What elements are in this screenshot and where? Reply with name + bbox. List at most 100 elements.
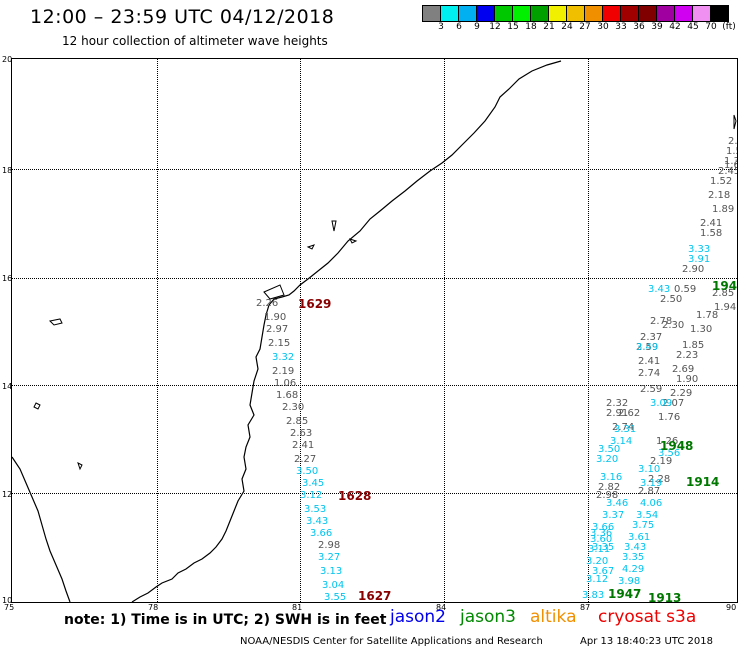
swh-value: 1.90 — [676, 374, 699, 385]
color-scale-label: 42 — [669, 22, 681, 32]
swh-value: 2.74 — [638, 368, 661, 379]
swh-value: 1.78 — [696, 310, 719, 321]
swh-value: 1.58 — [700, 228, 723, 239]
swh-value: 2.32 — [606, 398, 629, 409]
swh-value: 3.67 — [592, 566, 615, 577]
swh-value: 2.82 — [598, 482, 621, 493]
swh-value: 2.85 — [286, 416, 309, 427]
lon-label: 81 — [292, 603, 303, 612]
swh-value: 2.85 — [712, 288, 735, 299]
swh-value: 0.59 — [674, 284, 697, 295]
lat-label: 12 — [2, 490, 13, 499]
swh-value: 2.91 — [606, 408, 629, 419]
page-title: 12:00 – 23:59 UTC 04/12/2018 — [30, 6, 335, 28]
color-scale-label: (ft) — [722, 22, 736, 32]
swh-value: 2.27 — [294, 454, 317, 465]
swh-value: 3.43 — [306, 516, 329, 527]
swh-value: 3.12 — [586, 574, 609, 585]
swh-value: 3.49 — [636, 342, 659, 353]
color-swatch — [620, 5, 639, 22]
lat-label: 20 — [2, 55, 13, 64]
legend-altika: altika — [530, 607, 577, 627]
pass-time-label: 1629 — [298, 297, 332, 311]
swh-value: 1.89 — [712, 204, 735, 215]
color-swatch — [710, 5, 729, 22]
color-scale-label: 33 — [615, 22, 627, 32]
swh-value: 3.13 — [320, 566, 343, 577]
swh-value: 2.98 — [318, 540, 341, 551]
color-swatch — [656, 5, 675, 22]
coastline — [12, 60, 737, 602]
swh-value: 3.10 — [638, 464, 661, 475]
swh-value: 2.19 — [650, 456, 673, 467]
swh-value: 4.06 — [640, 498, 663, 509]
pass-time-label: 1948 — [660, 439, 694, 453]
swh-value: 3.20 — [596, 454, 619, 465]
color-scale-label: 70 — [705, 22, 717, 32]
swh-value: 1.06 — [274, 378, 297, 389]
swh-value: 1.85 — [682, 340, 705, 351]
swh-value: 3.91 — [688, 254, 711, 265]
gridline-lat-12 — [12, 493, 737, 494]
color-swatch — [440, 5, 459, 22]
swh-value: 3.66 — [592, 522, 615, 533]
swh-value: 1.35 — [724, 156, 737, 167]
color-swatch — [638, 5, 657, 22]
color-scale-labels: 3 6 9 12 15 18 21 24 27 30 33 36 39 42 45 70 (ft) — [422, 22, 740, 34]
color-scale-label: 3 — [438, 22, 444, 32]
pass-time-label: 1914 — [686, 475, 720, 489]
swh-value: 2.97 — [266, 324, 289, 335]
swh-value: 3.12 — [300, 490, 323, 501]
swh-value: 3.04 — [322, 580, 345, 591]
legend-jason2: jason2 — [390, 607, 446, 627]
wave-height-map[interactable]: 2.26 1.90 2.97 2.15 2.19 1.06 1.68 2.30 2.85 2.63… — [11, 58, 738, 603]
swh-value: 2.07 — [662, 398, 685, 409]
swh-value: 3.53 — [304, 504, 327, 515]
swh-value: 1.68 — [276, 390, 299, 401]
swh-value: 3.83 — [582, 590, 605, 601]
color-swatch — [584, 5, 603, 22]
swh-value: 3.16 — [600, 472, 623, 483]
swh-value: 2.19 — [272, 366, 295, 377]
swh-value: 2.30 — [282, 402, 305, 413]
swh-value: 1.76 — [658, 412, 681, 423]
swh-value: 3.45 — [302, 478, 325, 489]
color-swatch — [512, 5, 531, 22]
swh-value: 3.09 — [650, 398, 673, 409]
swh-value: 2.98 — [596, 490, 619, 501]
gridline-lon-84 — [444, 59, 445, 602]
color-scale-label: 27 — [579, 22, 591, 32]
footer-timestamp: Apr 13 18:40:23 UTC 2018 — [580, 636, 713, 647]
gridline-lon-87 — [588, 59, 589, 602]
lon-label: 84 — [436, 603, 447, 612]
lat-label: 10 — [2, 596, 13, 605]
pass-time-label: 1627 — [358, 589, 392, 603]
swh-value: 2.59 — [640, 384, 663, 395]
swh-value: 3.43 — [624, 542, 647, 553]
swh-value: 2.15 — [268, 338, 291, 349]
color-swatch — [602, 5, 621, 22]
swh-value: 3.75 — [632, 520, 655, 531]
gridline-lat-14 — [12, 385, 737, 386]
lon-label: 87 — [580, 603, 591, 612]
swh-value: 1.26 — [656, 436, 679, 447]
swh-value: 3.56 — [658, 448, 681, 459]
swh-value: 3.19 — [640, 478, 663, 489]
gridline-lat-18 — [12, 169, 737, 170]
swh-value: 2.28 — [648, 474, 671, 485]
swh-value: 1.60 — [724, 160, 737, 171]
swh-value: 3.50 — [598, 444, 621, 455]
color-swatch — [476, 5, 495, 22]
color-scale-label: 15 — [507, 22, 519, 32]
color-swatch — [548, 5, 567, 22]
lon-label: 90 — [726, 603, 737, 612]
swh-value: 2.63 — [290, 428, 313, 439]
swh-value: 3.35 — [592, 542, 615, 553]
pass-time-label: 1947 — [608, 587, 642, 601]
note-text: note: 1) Time is in UTC; 2) SWH is in fe… — [64, 612, 387, 628]
swh-value: 1.52 — [726, 146, 737, 157]
swh-value: 2.18 — [708, 190, 731, 201]
gridline-lat-16 — [12, 278, 737, 279]
pass-time-label: 1949 — [712, 279, 738, 293]
color-scale-label: 9 — [474, 22, 480, 32]
